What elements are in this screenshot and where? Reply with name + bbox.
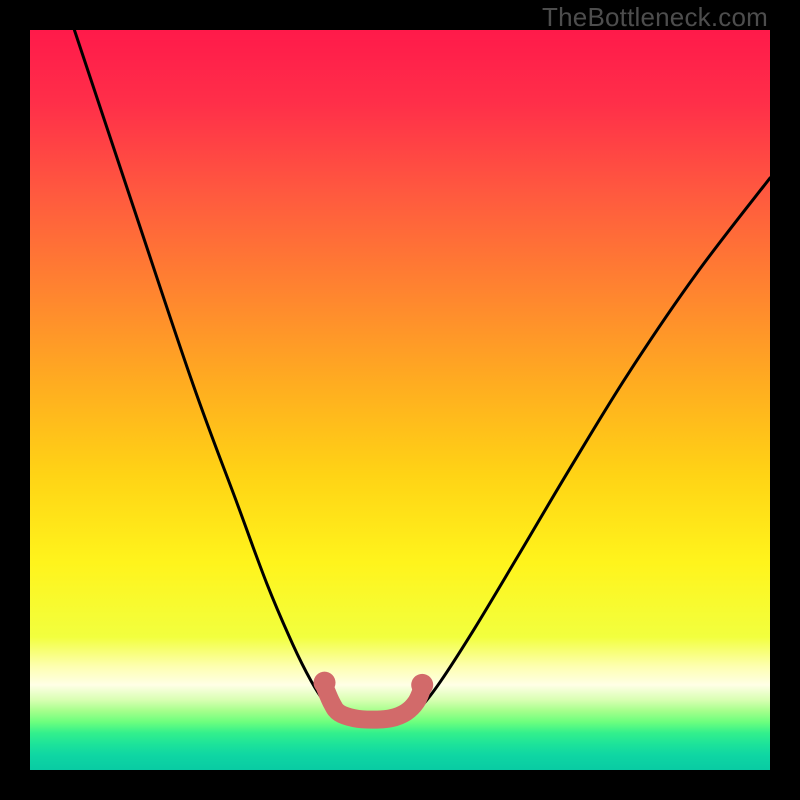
valley-end-dot-1 xyxy=(411,674,433,696)
gradient-background xyxy=(30,30,770,770)
plot-area xyxy=(30,30,770,770)
watermark-text: TheBottleneck.com xyxy=(542,2,768,33)
chart-svg xyxy=(30,30,770,770)
valley-end-dot-0 xyxy=(314,672,336,694)
